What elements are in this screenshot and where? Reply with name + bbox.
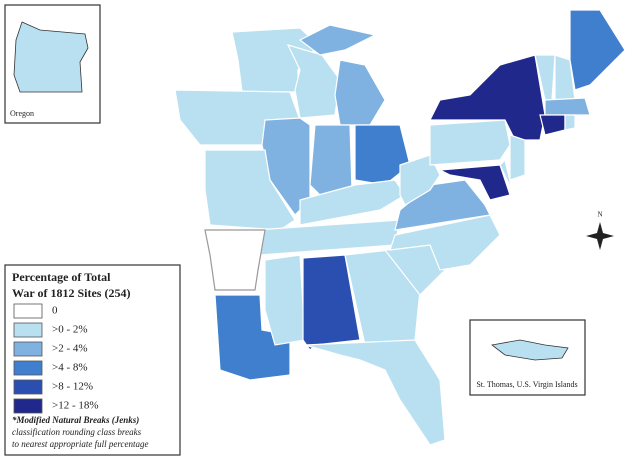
state [429, 54, 546, 141]
state [264, 254, 306, 346]
state [564, 114, 576, 131]
island [491, 339, 569, 361]
compass-label: N [597, 211, 602, 219]
state [429, 119, 511, 166]
state [499, 158, 513, 191]
states [174, 9, 626, 446]
state [354, 124, 411, 186]
compass-rose [586, 222, 614, 250]
legend-title: War of 1812 Sites (254) [12, 286, 130, 300]
state [334, 59, 386, 126]
legend-label: >4 - 8% [52, 362, 88, 374]
state [309, 124, 353, 196]
legend-swatch [13, 379, 43, 395]
oregon-inset: Oregon [4, 4, 101, 124]
state [204, 149, 296, 231]
state [214, 294, 291, 381]
state [344, 249, 421, 346]
legend-swatch [13, 398, 43, 414]
state [13, 21, 89, 93]
state [298, 24, 377, 56]
legend-label: >8 - 12% [52, 381, 93, 393]
legend-note: classification rounding class breaks [12, 427, 142, 437]
legend-label: >0 - 2% [52, 324, 88, 336]
state [539, 114, 566, 136]
state [389, 214, 501, 271]
inset-label: St. Thomas, U.S. Virgin Islands [476, 380, 577, 389]
legend-label: 0 [52, 305, 58, 317]
legend-frame [4, 264, 181, 456]
legend-title: Percentage of Total [12, 270, 111, 284]
legend-swatch [13, 303, 43, 319]
inset-label: Oregon [10, 109, 34, 118]
state [304, 339, 446, 446]
legend-label: >2 - 4% [52, 343, 88, 355]
legend-swatch [13, 341, 43, 357]
legend-note: *Modified Natural Breaks (Jenks) [12, 415, 139, 425]
state [569, 9, 626, 91]
legend-swatch [13, 360, 43, 376]
compass: N [586, 211, 614, 250]
state [544, 97, 591, 116]
state [286, 44, 341, 119]
legend: Percentage of Total War of 1812 Sites (2… [4, 264, 181, 456]
virgin-islands-inset: St. Thomas, U.S. Virgin Islands [469, 319, 586, 396]
legend-swatch [13, 322, 43, 338]
legend-note: to nearest appropriate full percentage [12, 439, 148, 449]
legend-label: >12 - 18% [52, 400, 99, 412]
state [509, 134, 526, 181]
state [204, 229, 266, 291]
